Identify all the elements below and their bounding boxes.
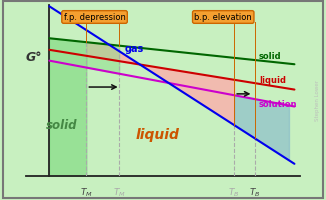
Text: $T_M$: $T_M$ [80, 185, 93, 198]
Text: solution: solution [259, 99, 297, 108]
Text: G°: G° [26, 51, 43, 63]
Text: b.p. elevation: b.p. elevation [194, 13, 252, 22]
Text: gas: gas [125, 44, 144, 54]
Text: liquid: liquid [259, 76, 286, 85]
Text: $T_M$: $T_M$ [113, 185, 126, 198]
Text: liquid: liquid [136, 128, 179, 142]
Text: solid: solid [259, 52, 281, 61]
Text: f.p. depression: f.p. depression [64, 13, 126, 22]
Text: solid: solid [46, 118, 78, 131]
Text: Stephen Lower: Stephen Lower [315, 80, 320, 120]
Text: $T_B$: $T_B$ [229, 185, 240, 198]
Text: $T_B$: $T_B$ [249, 185, 260, 198]
